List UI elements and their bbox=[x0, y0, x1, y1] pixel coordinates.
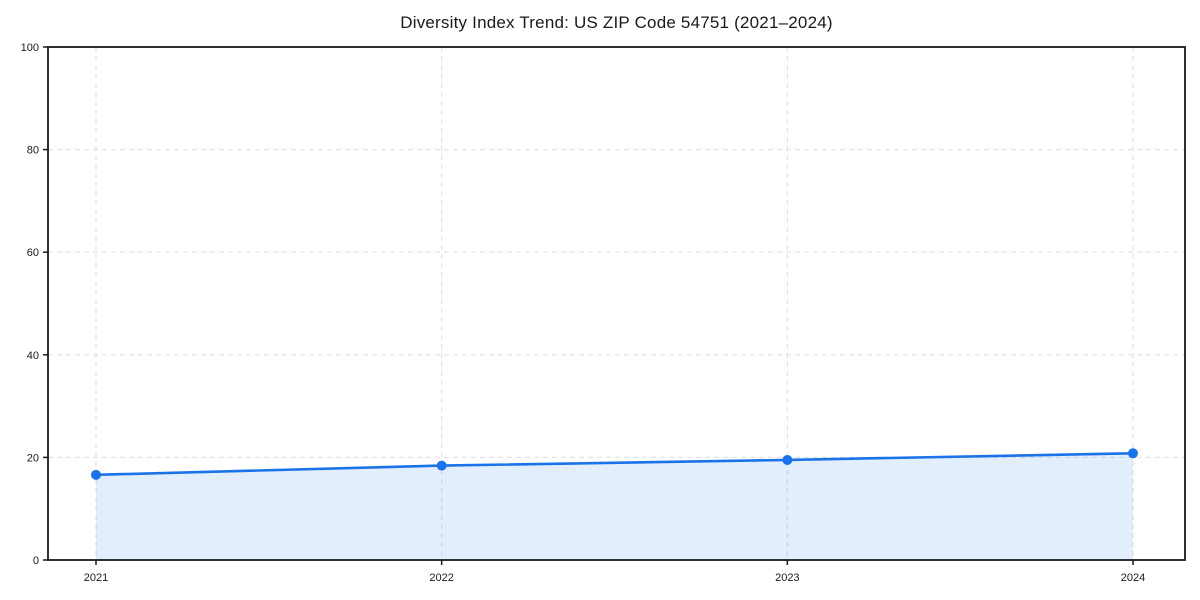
plot-border bbox=[47, 46, 1186, 561]
y-tick-label: 0 bbox=[33, 555, 39, 567]
data-point bbox=[1128, 448, 1138, 459]
y-tick-label: 100 bbox=[21, 42, 39, 54]
x-tick-label: 2022 bbox=[429, 572, 453, 584]
chart-title: Diversity Index Trend: US ZIP Code 54751… bbox=[400, 13, 833, 32]
data-point bbox=[782, 454, 793, 465]
trend-line bbox=[94, 451, 1135, 477]
x-tick-label: 2023 bbox=[775, 572, 799, 584]
y-tick-label: 80 bbox=[27, 145, 39, 157]
x-tick-label: 2024 bbox=[1121, 572, 1145, 584]
y-tick-label: 60 bbox=[27, 247, 39, 259]
data-point bbox=[436, 460, 447, 471]
x-tick-label: 2021 bbox=[84, 572, 108, 584]
y-tick-label: 20 bbox=[27, 452, 39, 464]
data-point bbox=[91, 469, 101, 480]
y-tick-label: 40 bbox=[27, 350, 39, 362]
area-fill bbox=[96, 453, 1133, 560]
